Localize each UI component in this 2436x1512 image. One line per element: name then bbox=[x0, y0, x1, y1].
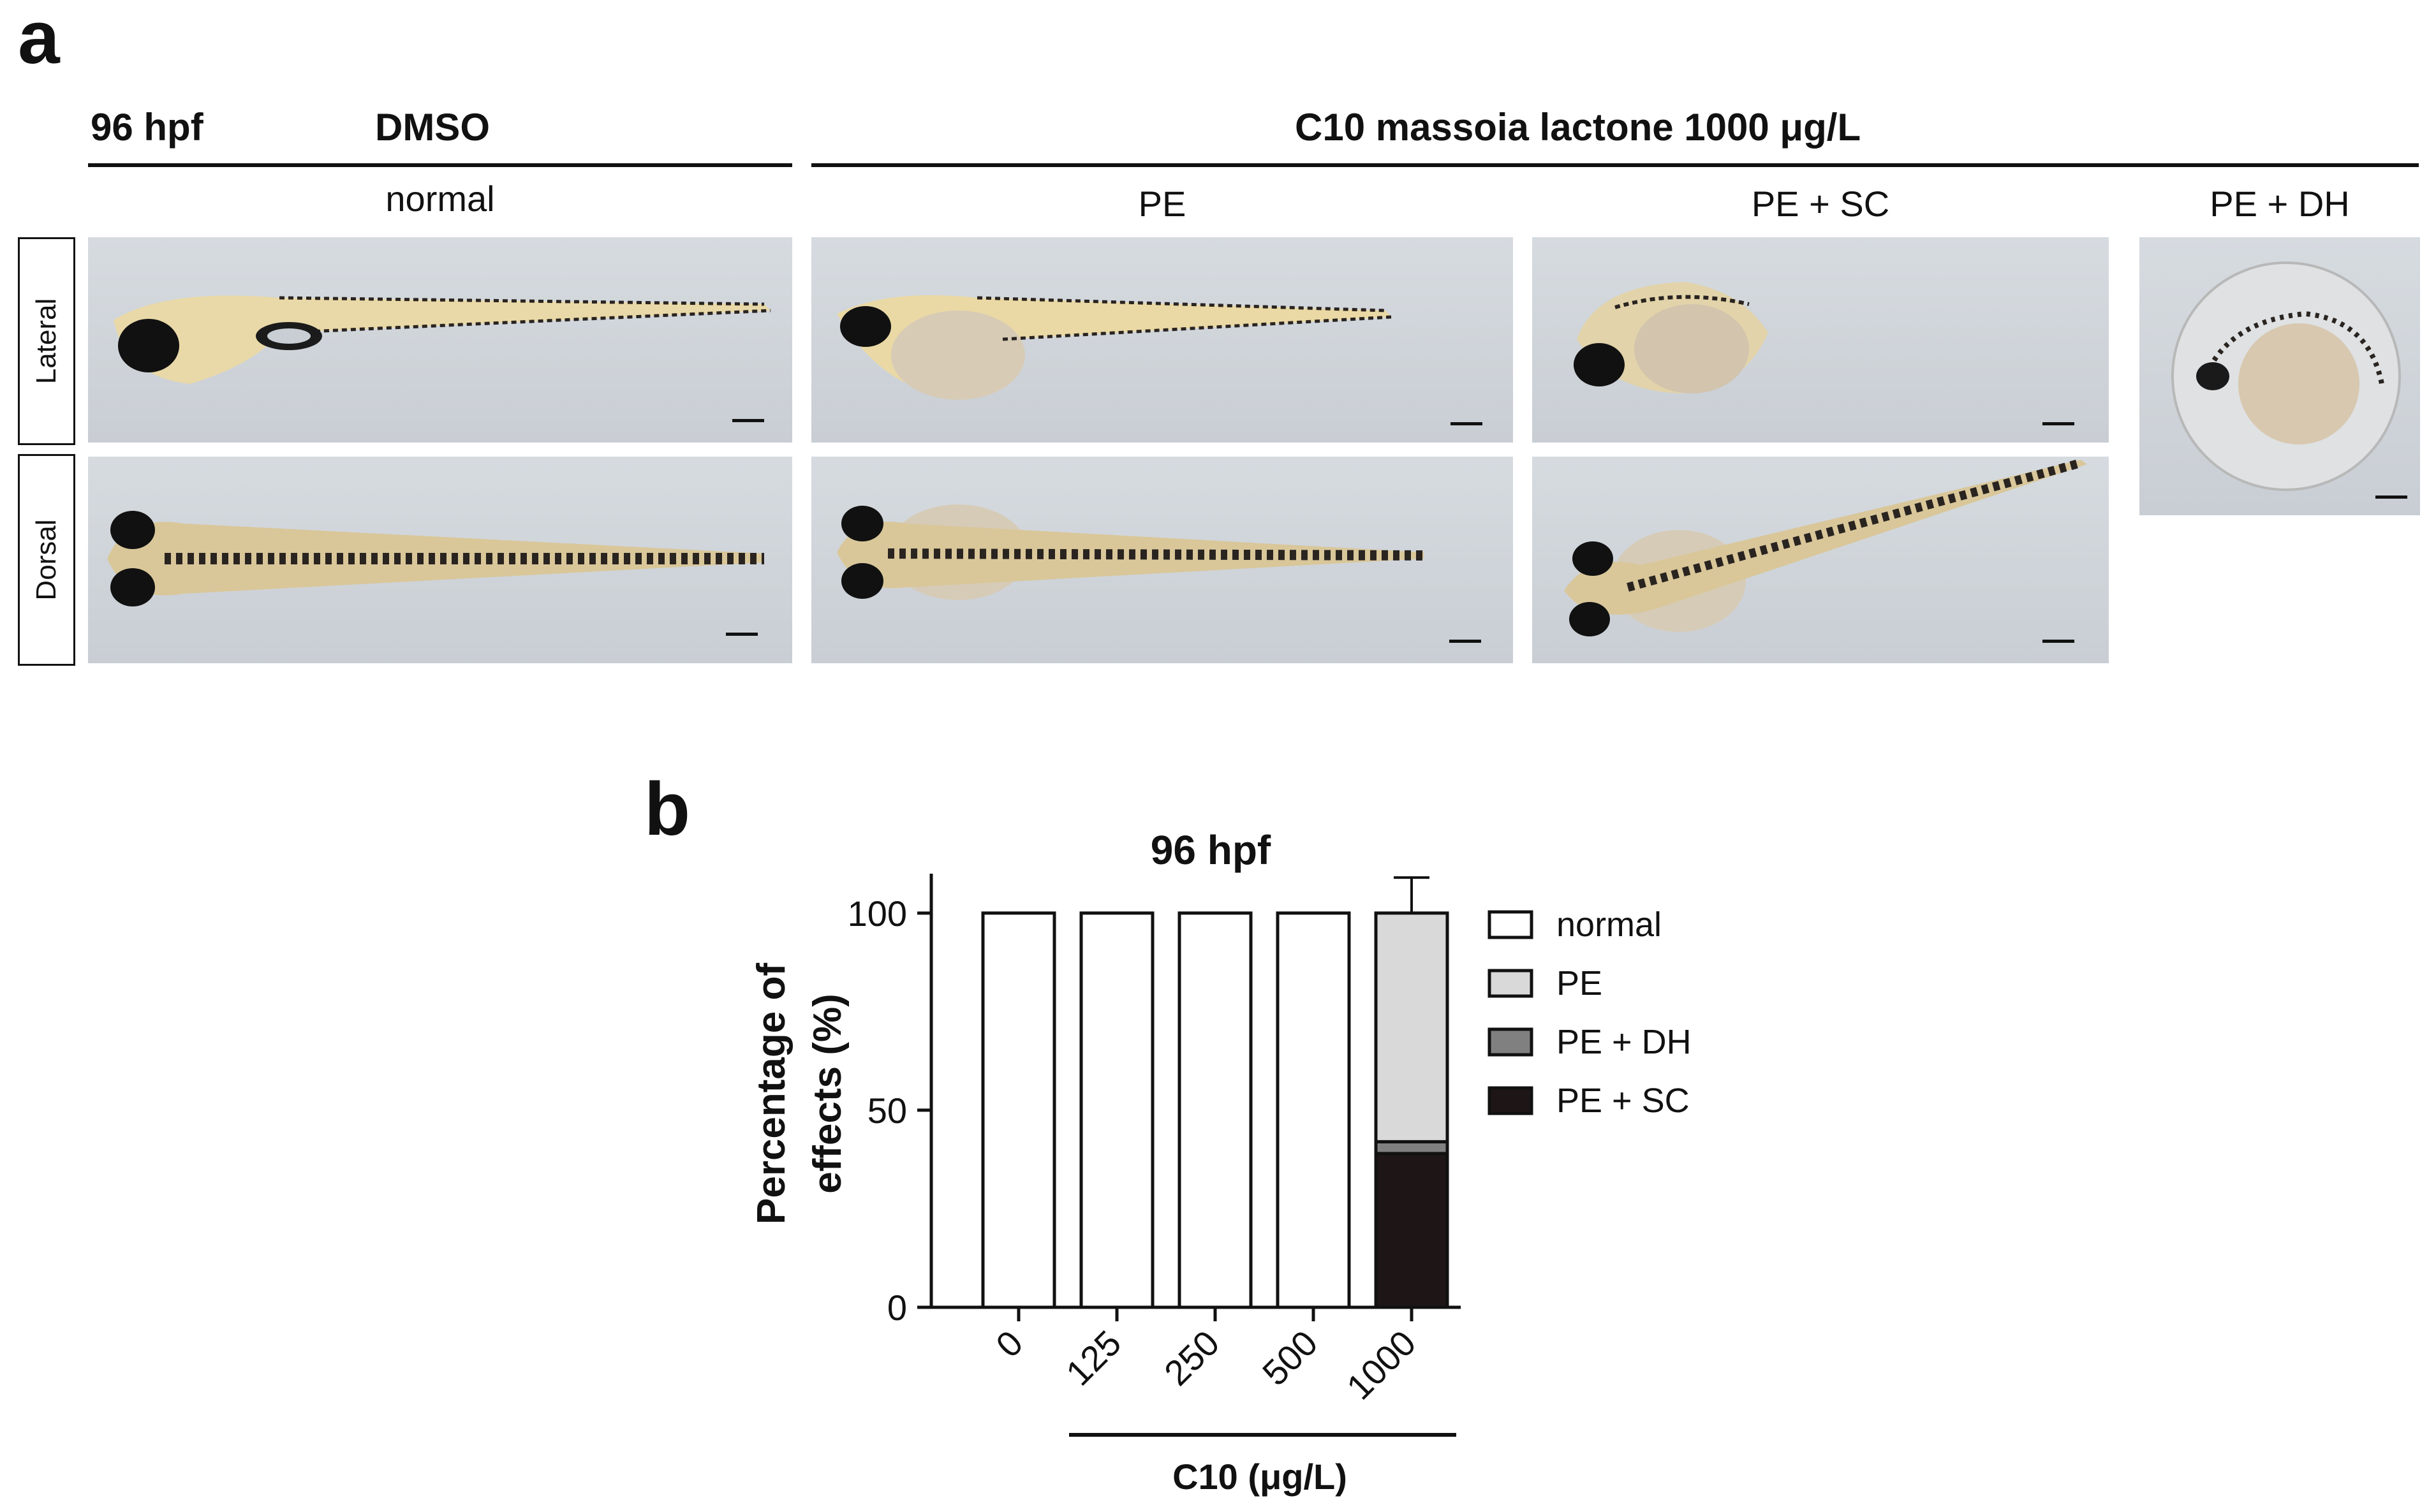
legend-label: normal bbox=[1556, 906, 1662, 944]
column-label-pe-sc: PE + SC bbox=[1751, 184, 1890, 224]
legend-label: PE + SC bbox=[1556, 1082, 1690, 1120]
chart-title: 96 hpf bbox=[1151, 827, 1271, 873]
column-label-pe-dh: PE + DH bbox=[2210, 184, 2350, 224]
column-label-pe: PE bbox=[1138, 184, 1186, 224]
y-axis-label: Percentage of effects (%) bbox=[749, 963, 850, 1224]
image-lateral-pe bbox=[811, 237, 1513, 443]
x-tick-label: 125 bbox=[1058, 1323, 1129, 1393]
row-label-dorsal: Dorsal bbox=[18, 454, 75, 666]
image-lateral-normal bbox=[88, 237, 792, 443]
x-tick-label: 0 bbox=[988, 1323, 1031, 1365]
control-group-label: DMSO bbox=[375, 106, 490, 149]
legend-label: PE bbox=[1556, 964, 1602, 1002]
legend-swatch bbox=[1487, 910, 1533, 939]
treatment-divider bbox=[811, 163, 2419, 167]
x-tick-label: 250 bbox=[1156, 1323, 1227, 1393]
treatment-group-label: C10 massoia lactone 1000 μg/L bbox=[1295, 106, 1861, 149]
y-tick-label: 0 bbox=[887, 1288, 907, 1328]
bar-segment bbox=[981, 911, 1056, 1309]
panel-b-letter: b bbox=[644, 767, 691, 851]
chart-legend: normal PE PE + DH PE + SC bbox=[1487, 906, 1692, 1120]
legend-swatch bbox=[1487, 969, 1533, 998]
bar-segment bbox=[1079, 911, 1155, 1309]
x-tick-label: 500 bbox=[1255, 1323, 1325, 1393]
x-axis-label: C10 (μg/L) bbox=[1172, 1457, 1347, 1497]
y-axis-label-line: effects (%) bbox=[806, 994, 850, 1194]
y-axis-label-line: Percentage of bbox=[749, 963, 794, 1224]
chart-x-tick-labels: 0 125 250 500 1000 bbox=[988, 1323, 1424, 1407]
chart-y-tick-labels: 0 50 100 bbox=[848, 893, 907, 1328]
image-dorsal-normal bbox=[88, 457, 792, 663]
y-tick-label: 100 bbox=[848, 893, 907, 934]
image-dorsal-pe-sc bbox=[1532, 457, 2109, 663]
bar-segment bbox=[1374, 1152, 1449, 1309]
x-tick-label: 1000 bbox=[1339, 1323, 1424, 1407]
image-lateral-pe-dh bbox=[2139, 237, 2420, 515]
image-dorsal-pe bbox=[811, 457, 1513, 663]
bar-segment bbox=[1177, 911, 1253, 1309]
control-divider bbox=[88, 163, 792, 167]
chart-bars bbox=[981, 876, 1449, 1309]
image-lateral-pe-sc bbox=[1532, 237, 2109, 443]
legend-swatch bbox=[1487, 1027, 1533, 1057]
y-tick-label: 50 bbox=[867, 1090, 907, 1131]
time-label-a: 96 hpf bbox=[91, 106, 203, 149]
bar-segment bbox=[1276, 911, 1351, 1309]
bar-segment bbox=[1374, 911, 1449, 1143]
column-label-normal: normal bbox=[385, 179, 495, 219]
row-label-lateral: Lateral bbox=[18, 237, 75, 445]
legend-swatch bbox=[1487, 1086, 1533, 1115]
panel-a-letter: a bbox=[18, 0, 60, 80]
legend-label: PE + DH bbox=[1556, 1023, 1692, 1061]
bar-segment bbox=[1374, 1140, 1449, 1156]
